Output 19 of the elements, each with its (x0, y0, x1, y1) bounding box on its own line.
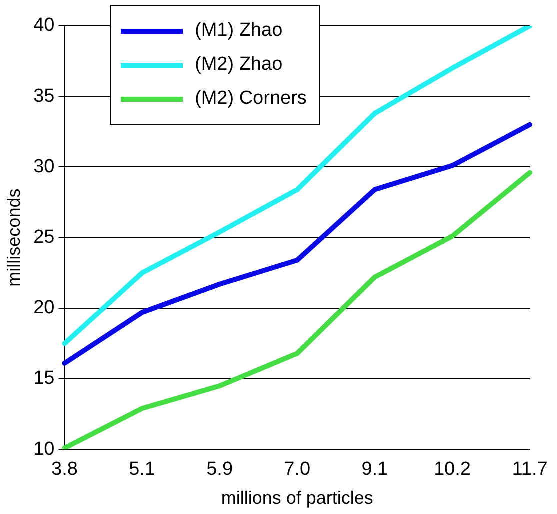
y-tick-label: 20 (34, 298, 55, 319)
y-tick-label: 35 (34, 86, 55, 107)
legend-label: (M1) Zhao (195, 20, 283, 42)
x-tick-label: 11.7 (512, 459, 548, 480)
y-tick-label: 15 (34, 368, 55, 390)
x-tick-label: 5.9 (206, 459, 234, 480)
x-tick-label: 7.0 (284, 459, 311, 480)
y-tick-label: 30 (34, 156, 55, 178)
x-axis-title: millions of particles (221, 488, 374, 508)
x-tick-label: 9.1 (362, 459, 388, 480)
y-tick-label: 40 (34, 15, 55, 36)
legend-label: (M2) Corners (195, 88, 307, 110)
y-tick-label: 10 (34, 438, 55, 460)
x-tick-label: 10.2 (434, 459, 471, 480)
y-tick-label: 25 (34, 227, 55, 248)
x-tick-label: 5.1 (129, 459, 156, 480)
y-axis-title: milliseconds (4, 188, 24, 287)
legend-label: (M2) Zhao (195, 54, 283, 76)
x-tick-label: 3.8 (52, 459, 78, 480)
